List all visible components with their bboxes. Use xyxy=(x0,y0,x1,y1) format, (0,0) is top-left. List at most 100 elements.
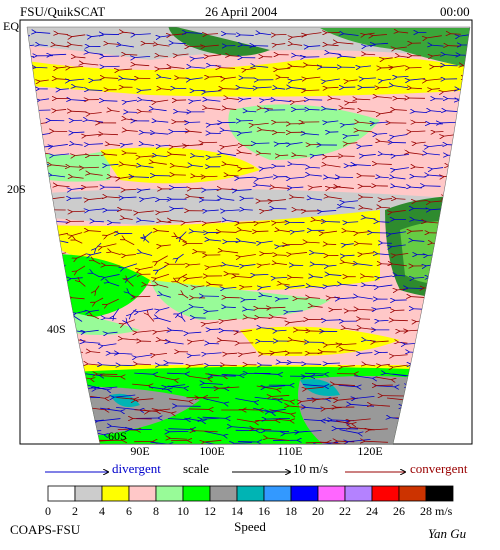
wind-arrow xyxy=(177,54,189,55)
wind-arrow xyxy=(104,274,120,277)
wind-arrow xyxy=(346,222,359,223)
wind-arrow xyxy=(323,230,337,233)
wind-arrow xyxy=(166,373,186,374)
wind-arrow xyxy=(134,56,151,57)
wind-arrow xyxy=(122,339,138,340)
wind-arrow xyxy=(180,231,187,238)
wind-arrow xyxy=(276,330,287,331)
colorbar-tick-label: 0 xyxy=(45,504,51,518)
wind-arrow xyxy=(260,153,271,154)
wind-arrow xyxy=(339,298,355,299)
wind-arrow xyxy=(391,244,406,247)
colorbar-swatch xyxy=(209,485,238,502)
wind-arrow xyxy=(382,199,393,200)
colorbar-swatch xyxy=(290,485,319,502)
wind-arrow xyxy=(174,166,189,168)
wind-arrow xyxy=(173,43,186,44)
wind-arrow xyxy=(79,281,86,287)
time: 00:00 xyxy=(440,4,470,19)
wind-arrow xyxy=(191,188,203,189)
wind-arrow xyxy=(89,112,102,113)
wind-arrow xyxy=(379,177,389,178)
wind-arrow xyxy=(53,154,70,156)
wind-arrow xyxy=(73,144,83,145)
wind-arrow xyxy=(157,285,169,288)
wind-arrow xyxy=(431,45,444,46)
wind-arrow xyxy=(292,79,303,80)
wind-arrow xyxy=(223,318,237,321)
wind-arrow xyxy=(105,154,118,155)
wind-arrow xyxy=(343,34,359,36)
wind-arrow xyxy=(238,409,260,410)
wind-arrow xyxy=(308,46,321,47)
wind-arrow xyxy=(347,143,358,144)
lat-label: 20S xyxy=(7,182,26,196)
wind-arrow xyxy=(171,154,187,155)
wind-arrow xyxy=(440,122,457,123)
wind-arrow xyxy=(233,443,252,444)
colorbar-tick-label: 10 xyxy=(177,504,189,518)
wind-arrow xyxy=(273,208,287,209)
wind-arrow xyxy=(240,254,256,256)
wind-arrow xyxy=(267,438,290,441)
wind-arrow xyxy=(143,197,155,199)
wind-arrow xyxy=(269,408,286,411)
wind-arrow xyxy=(356,99,371,100)
wind-arrow xyxy=(35,32,51,33)
wind-arrow xyxy=(137,364,152,365)
wind-arrow xyxy=(206,210,219,211)
wind-arrow xyxy=(477,386,493,389)
wind-arrow xyxy=(107,298,119,305)
wind-arrow xyxy=(186,33,203,34)
wind-arrow xyxy=(369,429,388,430)
wind-arrow xyxy=(326,121,339,122)
wind-arrow xyxy=(113,394,136,397)
wind-arrow xyxy=(394,186,406,188)
wind-arrow xyxy=(156,156,167,157)
wind-arrow xyxy=(39,80,49,81)
wind-arrow xyxy=(170,67,185,69)
wind-arrow xyxy=(221,153,236,156)
wind-arrow xyxy=(109,144,121,145)
wind-arrow xyxy=(392,364,408,367)
wind-arrow xyxy=(312,276,323,277)
wind-arrow xyxy=(347,135,360,136)
wind-arrow xyxy=(210,329,220,330)
wind-arrow xyxy=(385,373,407,377)
wind-arrow xyxy=(193,231,205,232)
wind-arrow xyxy=(218,387,240,388)
wind-arrow xyxy=(360,66,372,67)
wind-arrow xyxy=(134,65,150,66)
wind-arrow xyxy=(85,187,99,188)
colorbar-tick-label: 14 xyxy=(231,504,243,518)
wind-arrow xyxy=(376,164,392,165)
wind-arrow xyxy=(365,218,376,219)
wind-arrow xyxy=(55,109,67,110)
wind-arrow xyxy=(263,168,272,169)
colorbar-unit: m/s xyxy=(435,504,453,518)
wind-arrow xyxy=(296,210,306,211)
colorbar-tick-label: 12 xyxy=(204,504,216,518)
wind-arrow xyxy=(190,363,204,366)
wind-arrow xyxy=(378,222,390,223)
colorbar-tick-label: 8 xyxy=(153,504,159,518)
wind-arrow xyxy=(100,407,121,411)
wind-arrow xyxy=(339,429,360,434)
wind-arrow xyxy=(240,152,252,154)
wind-arrow xyxy=(167,363,184,364)
colorbar-swatch xyxy=(344,485,373,502)
wind-arrow xyxy=(188,375,209,379)
wind-arrow xyxy=(325,78,340,81)
wind-arrow xyxy=(426,35,442,38)
wind-arrow xyxy=(275,34,287,35)
wind-arrow xyxy=(305,407,323,409)
wind-arrow xyxy=(275,100,291,102)
wind-arrow xyxy=(342,108,355,109)
wind-arrow xyxy=(224,210,240,211)
wind-arrow xyxy=(391,210,406,212)
wind-arrow xyxy=(140,90,152,91)
wind-arrow xyxy=(327,363,340,364)
wind-arrow xyxy=(104,78,119,79)
wind-arrow xyxy=(257,87,272,88)
wind-arrow xyxy=(413,176,426,177)
